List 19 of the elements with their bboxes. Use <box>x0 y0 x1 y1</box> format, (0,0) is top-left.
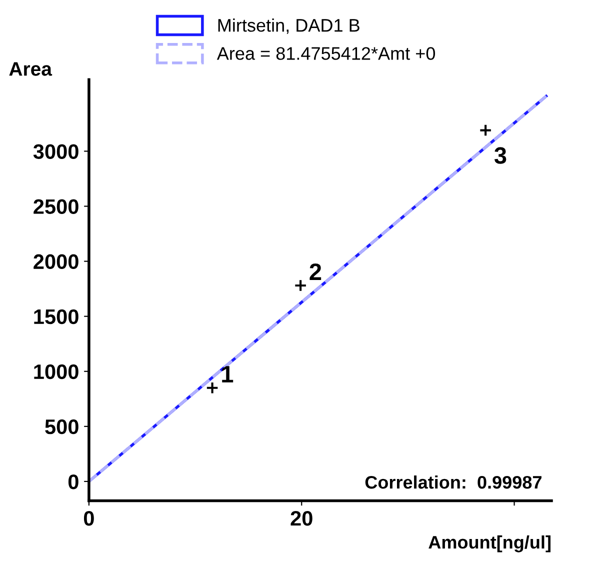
y-tick-label: 500 <box>45 419 78 434</box>
y-tick-label: 1500 <box>34 309 78 324</box>
x-axis-title: Amount[ng/ul] <box>428 535 550 552</box>
y-axis-title: Area <box>9 62 52 76</box>
annotation: 3 <box>494 147 506 164</box>
y-tick-label: 0 <box>68 474 78 490</box>
point <box>479 124 492 137</box>
point <box>206 381 219 394</box>
y-tick-label: 3000 <box>33 144 78 159</box>
annotation: Correlation: 0.99987 <box>365 475 542 489</box>
annotation: 2 <box>310 263 322 280</box>
legend-label: Area = 81.4755412*Amt +0 <box>216 47 436 60</box>
annotation: 1 <box>222 366 234 382</box>
y-tick-label: 2500 <box>34 199 78 214</box>
y-tick-label: 2000 <box>34 254 78 270</box>
x-tick-label: 20 <box>290 510 312 526</box>
y-tick-label: 1000 <box>34 364 78 380</box>
legend-label: Mirtsetin, DAD1 B <box>218 18 360 34</box>
point <box>294 279 307 292</box>
